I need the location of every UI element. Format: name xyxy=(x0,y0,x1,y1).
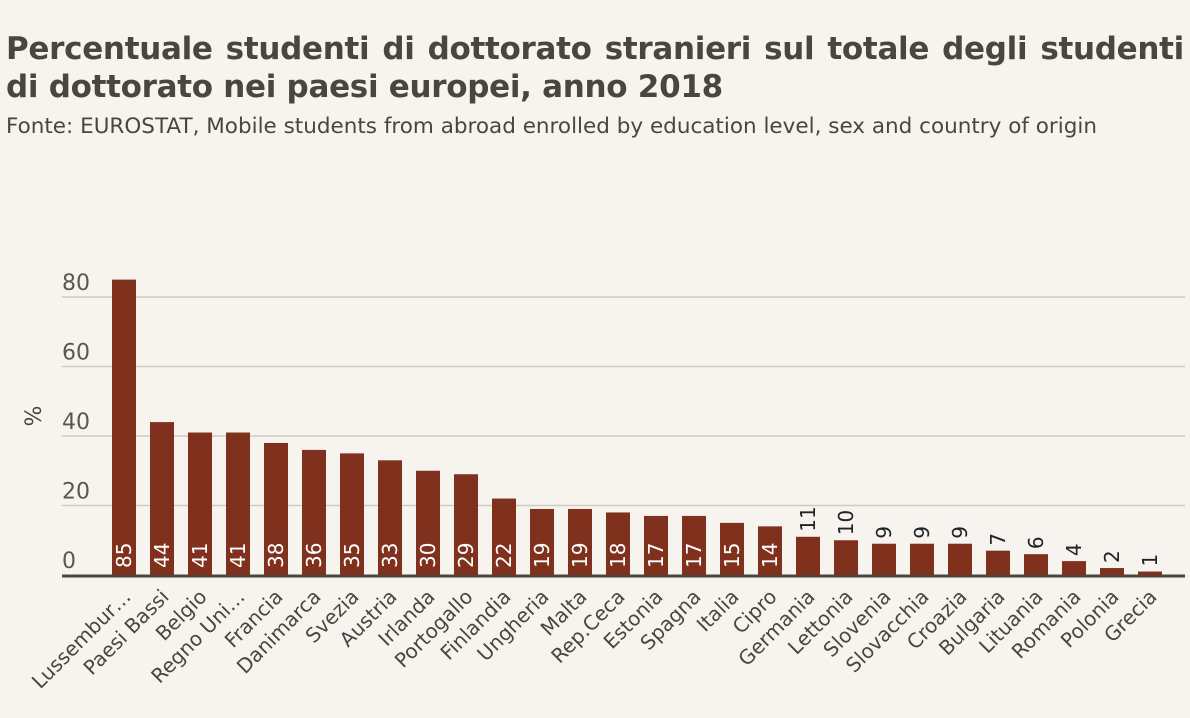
bar xyxy=(340,453,364,575)
data-label: 29 xyxy=(454,543,478,568)
bar xyxy=(302,449,326,575)
data-label: 19 xyxy=(530,543,554,568)
bar xyxy=(644,515,668,575)
bar xyxy=(910,543,934,575)
data-label: 85 xyxy=(112,543,136,568)
bar xyxy=(112,279,136,575)
data-label: 18 xyxy=(606,543,630,568)
data-label: 6 xyxy=(1024,536,1048,549)
data-label: 41 xyxy=(188,543,212,568)
y-tick-label: 20 xyxy=(62,480,90,505)
bar xyxy=(188,432,212,575)
bar xyxy=(720,522,744,575)
data-label: 11 xyxy=(796,506,820,531)
data-label: 33 xyxy=(378,543,402,568)
data-label: 44 xyxy=(150,543,174,568)
bar xyxy=(1138,571,1162,575)
data-label: 14 xyxy=(758,543,782,568)
y-tick-label: 60 xyxy=(62,341,90,366)
data-label: 30 xyxy=(416,543,440,568)
data-label: 17 xyxy=(644,543,668,568)
bar xyxy=(492,498,516,575)
y-axis-ticks: 0 20 40 60 80 xyxy=(62,271,90,574)
data-label: 1 xyxy=(1138,554,1162,567)
data-label: 9 xyxy=(872,526,896,539)
bar xyxy=(378,460,402,575)
data-label: 19 xyxy=(568,543,592,568)
data-label: 22 xyxy=(492,543,516,568)
bar xyxy=(758,526,782,575)
y-tick-label: 0 xyxy=(62,549,76,574)
bar xyxy=(872,543,896,575)
bars xyxy=(112,279,1162,575)
data-label: 9 xyxy=(910,526,934,539)
bar xyxy=(986,550,1010,575)
bar xyxy=(948,543,972,575)
bar xyxy=(1062,561,1086,575)
bar xyxy=(226,432,250,575)
bar xyxy=(1024,554,1048,575)
bar xyxy=(150,422,174,575)
bar xyxy=(606,512,630,575)
bar xyxy=(454,474,478,575)
bar xyxy=(264,442,288,575)
y-tick-label: 80 xyxy=(62,271,90,296)
data-label: 35 xyxy=(340,543,364,568)
data-label: 36 xyxy=(302,543,326,568)
bar xyxy=(834,540,858,575)
data-label: 2 xyxy=(1100,550,1124,563)
y-axis-label: % xyxy=(22,406,47,427)
bar xyxy=(682,515,706,575)
bar xyxy=(568,508,592,575)
y-tick-label: 40 xyxy=(62,410,90,435)
data-label: 41 xyxy=(226,543,250,568)
data-label: 9 xyxy=(948,526,972,539)
chart-source: Fonte: EUROSTAT, Mobile students from ab… xyxy=(6,114,1097,139)
data-label: 17 xyxy=(682,543,706,568)
bar xyxy=(530,508,554,575)
bar xyxy=(796,536,820,575)
bar xyxy=(1100,568,1124,575)
data-label: 4 xyxy=(1062,543,1086,556)
data-label: 15 xyxy=(720,543,744,568)
data-label: 7 xyxy=(986,533,1010,546)
data-label: 10 xyxy=(834,510,858,535)
chart-title: Percentuale studenti di dottorato strani… xyxy=(6,31,1184,105)
data-label: 38 xyxy=(264,543,288,568)
bar xyxy=(416,470,440,575)
